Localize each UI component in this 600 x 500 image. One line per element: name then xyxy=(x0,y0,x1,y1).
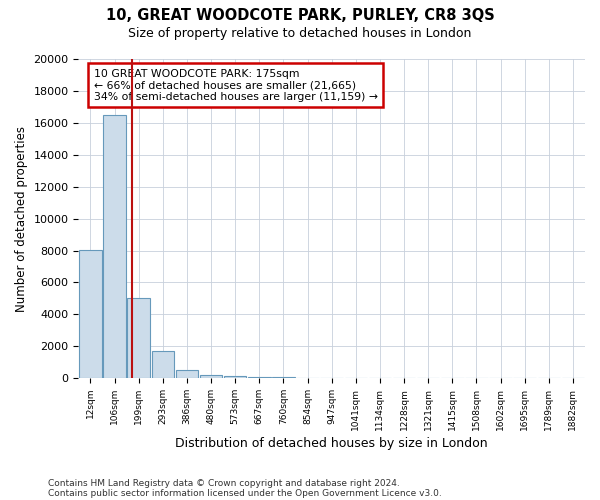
Bar xyxy=(127,298,150,378)
Bar xyxy=(224,376,247,378)
Bar xyxy=(152,351,174,378)
Bar xyxy=(200,375,223,378)
Bar xyxy=(248,376,271,378)
Bar xyxy=(103,115,126,378)
Text: Contains public sector information licensed under the Open Government Licence v3: Contains public sector information licen… xyxy=(48,488,442,498)
Text: Size of property relative to detached houses in London: Size of property relative to detached ho… xyxy=(128,28,472,40)
Y-axis label: Number of detached properties: Number of detached properties xyxy=(15,126,28,312)
Text: 10 GREAT WOODCOTE PARK: 175sqm
← 66% of detached houses are smaller (21,665)
34%: 10 GREAT WOODCOTE PARK: 175sqm ← 66% of … xyxy=(94,68,377,102)
Bar xyxy=(79,250,101,378)
Text: Contains HM Land Registry data © Crown copyright and database right 2024.: Contains HM Land Registry data © Crown c… xyxy=(48,478,400,488)
Text: 10, GREAT WOODCOTE PARK, PURLEY, CR8 3QS: 10, GREAT WOODCOTE PARK, PURLEY, CR8 3QS xyxy=(106,8,494,22)
Bar xyxy=(176,370,198,378)
X-axis label: Distribution of detached houses by size in London: Distribution of detached houses by size … xyxy=(175,437,488,450)
